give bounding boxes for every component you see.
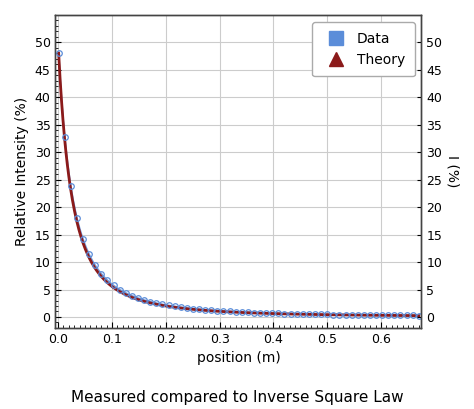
Y-axis label: I (%): I (%) bbox=[445, 155, 459, 188]
Legend: Data, Theory: Data, Theory bbox=[312, 22, 415, 76]
Y-axis label: Relative Intensity (%): Relative Intensity (%) bbox=[15, 97, 29, 246]
X-axis label: position (m): position (m) bbox=[197, 351, 280, 365]
Text: Measured compared to Inverse Square Law: Measured compared to Inverse Square Law bbox=[71, 390, 403, 405]
